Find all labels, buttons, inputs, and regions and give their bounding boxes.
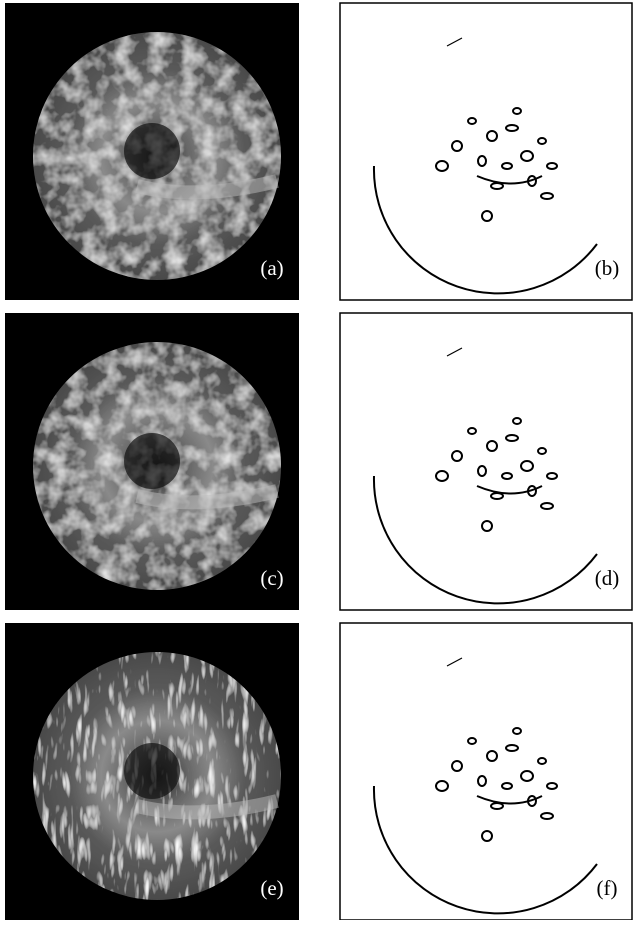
panel-label: (a) — [260, 256, 283, 280]
panel-label: (e) — [260, 876, 283, 900]
dark-center — [124, 433, 180, 489]
edge-map: (f) — [340, 623, 632, 920]
edge-map: (b) — [340, 3, 632, 300]
figure: (a) (b) (c) (d) (e) (f) — [0, 0, 633, 920]
panel-label: (f) — [597, 876, 618, 900]
sonar-image: (a) — [5, 3, 299, 300]
edge-map: (d) — [340, 313, 632, 610]
sonar-image: (e) — [5, 623, 299, 920]
panel-label: (b) — [595, 256, 620, 280]
dark-center — [124, 123, 180, 179]
panel-label: (d) — [595, 566, 620, 590]
panel-label: (c) — [260, 566, 283, 590]
sonar-image: (c) — [5, 313, 299, 610]
dark-center — [124, 743, 180, 799]
